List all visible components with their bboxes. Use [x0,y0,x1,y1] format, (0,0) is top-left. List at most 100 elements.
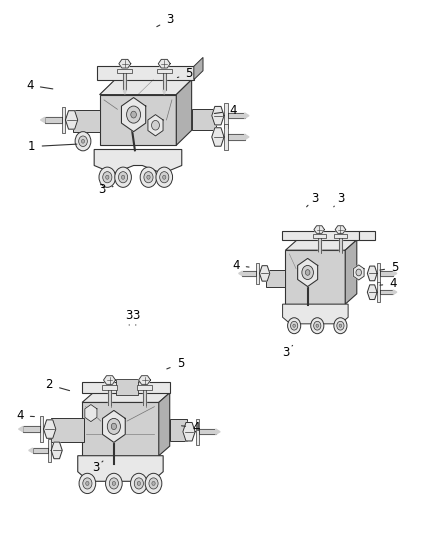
Bar [102,385,117,390]
Circle shape [140,167,157,188]
Bar [170,419,187,441]
Text: 3: 3 [126,309,133,325]
Circle shape [288,318,301,334]
Text: 4: 4 [380,277,397,290]
Circle shape [81,139,85,143]
Circle shape [119,172,127,183]
Polygon shape [82,382,170,393]
Text: 3: 3 [282,345,293,359]
Polygon shape [216,429,220,434]
Bar [116,379,138,395]
Polygon shape [194,58,203,79]
Circle shape [293,324,296,327]
Polygon shape [65,111,78,129]
Circle shape [144,172,153,183]
Bar [224,103,228,128]
Polygon shape [138,376,151,384]
Text: 4: 4 [181,421,200,434]
Circle shape [79,136,87,147]
Polygon shape [51,442,62,459]
Circle shape [75,132,91,151]
Polygon shape [100,79,192,95]
Bar [378,282,380,302]
Polygon shape [102,410,125,442]
Polygon shape [339,253,342,256]
Bar [224,124,228,150]
Polygon shape [94,149,182,174]
Text: 4: 4 [16,409,35,422]
Circle shape [147,175,150,179]
Text: 5: 5 [177,67,193,80]
Text: 3: 3 [157,13,173,27]
Polygon shape [345,240,357,304]
Bar [48,439,51,462]
Circle shape [127,106,141,123]
Circle shape [110,478,118,489]
Polygon shape [335,226,346,233]
Bar [266,270,286,287]
Circle shape [356,269,361,276]
Circle shape [339,324,342,327]
Circle shape [106,473,122,494]
Polygon shape [283,304,348,324]
Text: 1: 1 [28,140,77,153]
Bar [334,234,347,238]
Circle shape [107,418,120,434]
Circle shape [314,321,321,330]
Bar [157,69,172,73]
Polygon shape [367,285,377,300]
Bar [196,419,199,445]
Polygon shape [228,134,244,140]
Polygon shape [158,59,170,68]
Polygon shape [380,290,393,294]
Bar [61,107,65,133]
Polygon shape [29,448,33,453]
Polygon shape [192,109,215,130]
Polygon shape [143,407,146,410]
Circle shape [334,318,347,334]
Polygon shape [228,113,244,118]
Circle shape [86,481,89,486]
Text: 4: 4 [214,104,237,117]
Text: 4: 4 [26,79,53,92]
Polygon shape [119,59,131,68]
Circle shape [137,481,141,486]
Circle shape [290,321,298,330]
Polygon shape [393,271,397,276]
Polygon shape [393,290,397,294]
Circle shape [106,175,109,179]
Polygon shape [23,426,39,432]
Polygon shape [78,456,163,481]
Circle shape [311,318,324,334]
Text: 4: 4 [232,259,249,272]
Polygon shape [159,393,170,456]
Bar [39,416,43,442]
Polygon shape [353,265,364,280]
Polygon shape [121,98,146,132]
Bar [378,263,380,284]
Polygon shape [100,95,176,145]
Circle shape [302,265,314,279]
Polygon shape [283,231,360,240]
Circle shape [152,481,155,486]
Polygon shape [103,376,116,384]
Text: 3: 3 [334,192,344,207]
Polygon shape [212,107,224,125]
Polygon shape [82,402,159,456]
Polygon shape [367,266,377,281]
Polygon shape [44,420,56,438]
Polygon shape [163,91,166,94]
Circle shape [337,321,344,330]
Bar [137,385,152,390]
Text: 3: 3 [98,183,113,196]
Polygon shape [82,393,170,402]
Text: 3: 3 [132,309,139,325]
Polygon shape [74,110,100,132]
Polygon shape [97,66,194,79]
Polygon shape [183,423,195,441]
Circle shape [103,172,112,183]
Text: 3: 3 [92,461,103,474]
Circle shape [316,324,318,327]
Circle shape [145,473,162,494]
Circle shape [156,167,173,188]
